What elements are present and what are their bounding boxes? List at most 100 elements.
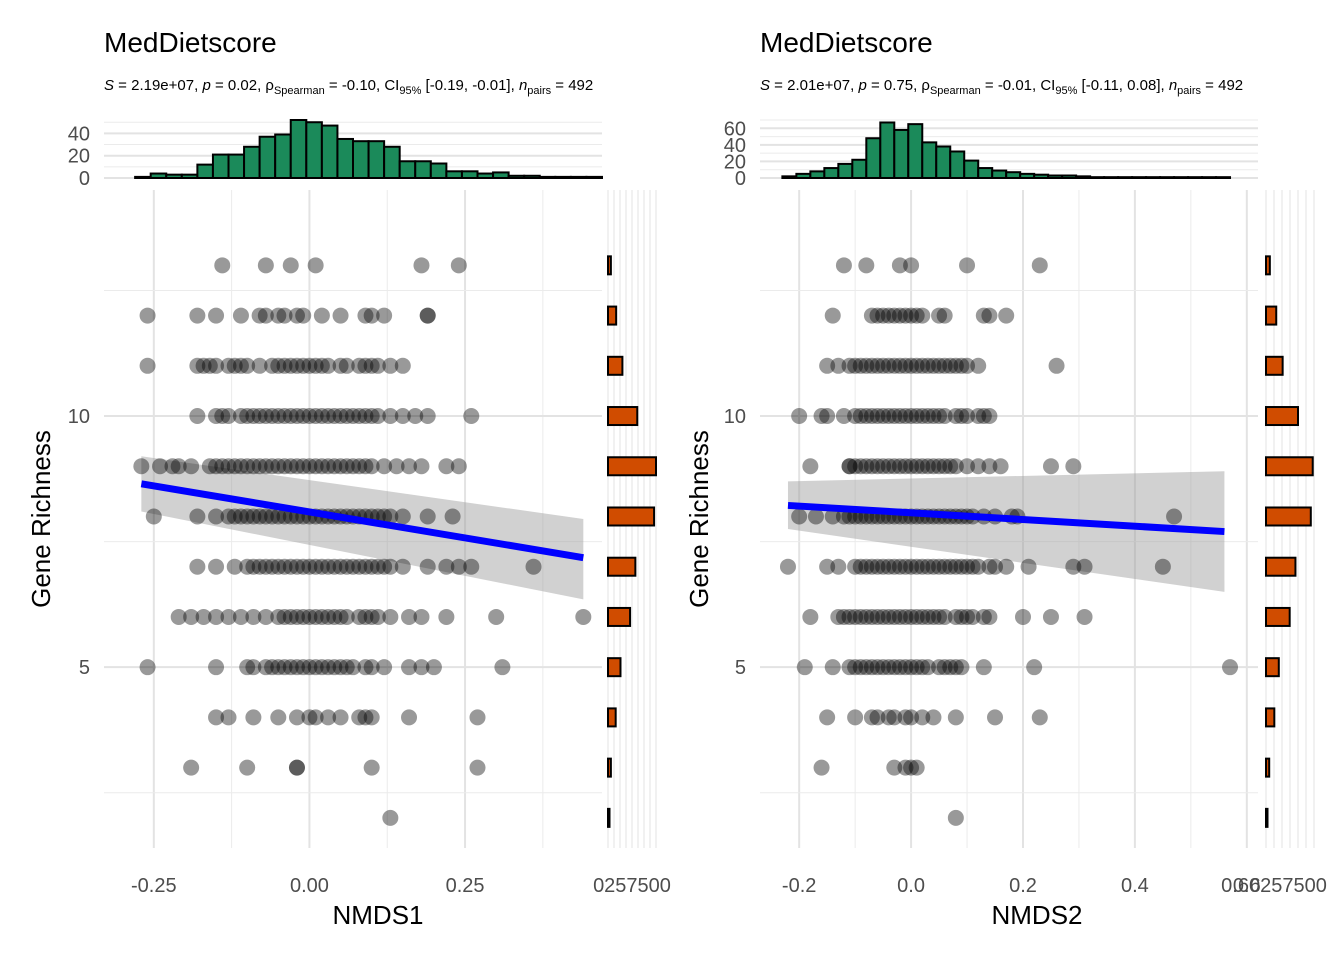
scatter-point: [282, 659, 299, 676]
scatter-point: [394, 408, 411, 425]
top-hist-bar: [1187, 176, 1204, 180]
scatter-point: [270, 307, 287, 324]
scatter-point: [282, 608, 299, 625]
subtitle-rho-value: = -0.01, CI: [981, 77, 1056, 94]
scatter-point: [214, 458, 231, 475]
subtitle-p-label: p: [201, 77, 210, 94]
subtitle-p-label: p: [857, 77, 866, 94]
confidence-band: [141, 456, 584, 600]
top-hist-y-tick-label: 20: [68, 146, 90, 168]
scatter-point: [357, 558, 374, 575]
scatter-point: [919, 558, 936, 575]
right-hist-bar: [607, 456, 657, 477]
right-hist-tick-labels: 0.60257500: [1221, 875, 1327, 897]
scatter-point: [525, 558, 542, 575]
top-hist-bar: [492, 171, 510, 180]
scatter-point: [869, 659, 886, 676]
scatter-point: [858, 408, 875, 425]
scatter-point: [1031, 257, 1048, 274]
scatter-point: [332, 458, 349, 475]
scatter-point: [903, 257, 920, 274]
scatter-point: [257, 659, 274, 676]
scatter-point: [863, 307, 880, 324]
scatter-point: [220, 458, 237, 475]
scatter-point: [382, 809, 399, 826]
scatter-point: [975, 608, 992, 625]
scatter-point: [295, 307, 312, 324]
subtitle-s-value: = 2.19e+07,: [114, 77, 202, 94]
right-hist-bar: [1265, 456, 1314, 477]
scatter-point: [1154, 558, 1171, 575]
scatter-point: [257, 307, 274, 324]
scatter-point: [332, 709, 349, 726]
scatter-point: [251, 458, 268, 475]
top-hist-bar: [383, 145, 401, 179]
scatter-point: [369, 608, 386, 625]
scatter-point: [357, 357, 374, 374]
top-hist-bar: [893, 128, 910, 179]
scatter-point: [897, 408, 914, 425]
scatter-point: [276, 307, 293, 324]
scatter-point: [791, 508, 808, 525]
scatter-point: [880, 458, 897, 475]
scatter-point: [908, 608, 925, 625]
scatter-point: [220, 508, 237, 525]
top-hist-bar: [507, 174, 526, 179]
scatter-point: [936, 558, 953, 575]
scatter-point: [953, 608, 970, 625]
top-hist-bar: [305, 121, 323, 179]
x-tick-label: 0.6: [1233, 875, 1261, 897]
scatter-point: [880, 357, 897, 374]
top-hist-bar: [1075, 175, 1092, 179]
scatter-point: [992, 458, 1009, 475]
scatter-point: [869, 709, 886, 726]
scatter-point: [847, 357, 864, 374]
scatter-point: [320, 659, 337, 676]
top-hist-bar: [851, 158, 868, 179]
scatter-point: [301, 458, 318, 475]
scatter-point: [903, 759, 920, 776]
scatter-point: [830, 357, 847, 374]
scatter-point: [919, 659, 936, 676]
scatter-point: [802, 458, 819, 475]
scatter-point: [264, 458, 281, 475]
scatter-point: [326, 558, 343, 575]
scatter-point: [835, 608, 852, 625]
scatter-point: [897, 558, 914, 575]
scatter-point: [232, 508, 249, 525]
subtitle-s-label: S: [760, 77, 770, 94]
scatter-point: [908, 759, 925, 776]
scatter-point: [942, 558, 959, 575]
scatter-point: [981, 408, 998, 425]
scatter-point: [891, 408, 908, 425]
scatter-point: [987, 709, 1004, 726]
scatter-point: [413, 659, 430, 676]
scatter-point: [987, 558, 1004, 575]
scatter-point: [863, 458, 880, 475]
scatter-point: [852, 408, 869, 425]
scatter-point: [936, 307, 953, 324]
scatter-point: [903, 458, 920, 475]
scatter-point: [880, 408, 897, 425]
y-axis-title: Gene Richness: [26, 430, 56, 608]
top-hist-bar: [352, 140, 370, 179]
top-hist-bar: [538, 175, 557, 179]
scatter-point: [376, 659, 393, 676]
scatter-point: [307, 558, 324, 575]
subtitle-rho-sub: Spearman: [274, 85, 325, 97]
scatter-point: [338, 357, 355, 374]
scatter-point: [796, 659, 813, 676]
scatter-point: [257, 257, 274, 274]
scatter-point: [394, 558, 411, 575]
scatter-point: [363, 357, 380, 374]
scatter-point: [201, 357, 218, 374]
scatter-point: [903, 357, 920, 374]
scatter-point: [450, 257, 467, 274]
top-hist-bar: [367, 140, 386, 179]
top-hist-bar: [149, 172, 168, 180]
scatter-point: [875, 408, 892, 425]
scatter-point: [351, 458, 368, 475]
scatter-point: [226, 458, 243, 475]
scatter-point: [313, 659, 330, 676]
scatter-point: [819, 408, 836, 425]
